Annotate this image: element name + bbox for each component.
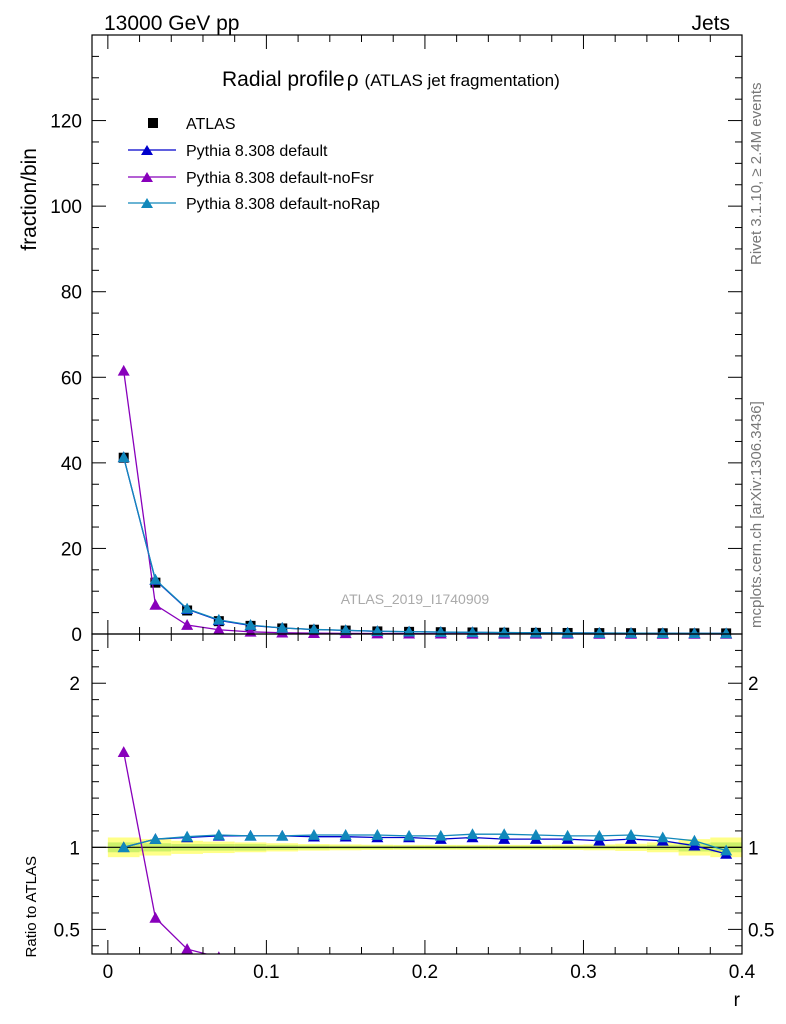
- mcplots-label: mcplots.cern.ch [arXiv:1306.3436]: [748, 401, 765, 628]
- x-tick-label: 0.3: [570, 962, 596, 983]
- data-point: [149, 598, 162, 610]
- data-point: [212, 829, 225, 840]
- data-point: [117, 451, 130, 463]
- data-point: [434, 829, 447, 841]
- data-point: [244, 619, 257, 630]
- data-point: [371, 829, 384, 840]
- y-tick-label: 80: [61, 283, 82, 304]
- axes-layer: 0 0.1 0.2 0.3 0.4 0 20 40 60 80 100 120 0.5 0.5 1 1 2 2: [50, 34, 774, 983]
- data-point: [371, 625, 384, 637]
- data-point: [149, 573, 162, 585]
- x-tick-label: 0.4: [729, 962, 756, 983]
- legend-label: Pythia 8.308 default: [186, 143, 328, 160]
- ratio-y-tick-label: 1: [69, 838, 80, 859]
- legend-marker-triangle: [141, 172, 153, 182]
- data-point: [498, 626, 511, 638]
- x-tick-label: 0.1: [253, 962, 279, 983]
- series-line: [123, 833, 727, 852]
- series-layer: [117, 364, 733, 954]
- ratio-panel-frame: [91, 633, 743, 955]
- data-point: [656, 627, 669, 639]
- data-point: [720, 844, 733, 856]
- data-point: [720, 627, 733, 639]
- y-tick-label: 40: [61, 454, 82, 475]
- data-point: [529, 829, 542, 840]
- legend-entry-atlas: ATLAS: [148, 116, 236, 133]
- legend-marker-triangle: [141, 145, 153, 155]
- y-tick-label: 100: [50, 197, 82, 218]
- main-series-3: [117, 451, 733, 639]
- legend-label: Pythia 8.308 default-noFsr: [186, 170, 374, 187]
- y-tick-label: 60: [61, 368, 82, 389]
- data-point: [625, 829, 638, 840]
- legend-entry-nofsr: Pythia 8.308 default-noFsr: [128, 170, 374, 187]
- data-point: [181, 943, 194, 954]
- legend-label: ATLAS: [186, 116, 236, 133]
- main-series-1: [117, 451, 733, 639]
- data-point: [181, 602, 194, 614]
- data-point: [181, 619, 194, 630]
- x-tick-label: 0: [103, 962, 114, 983]
- ratio-ylabel: Ratio to ATLAS: [23, 856, 40, 957]
- data-point: [561, 626, 574, 638]
- series-line: [123, 457, 727, 635]
- ratio-xlabel: r: [734, 990, 741, 1011]
- ratio-y-tick-label-right: 2: [748, 674, 759, 695]
- ratio-y-tick-label-right: 1: [748, 838, 759, 859]
- data-point: [307, 829, 320, 840]
- data-point: [212, 623, 225, 635]
- data-point: [212, 613, 225, 625]
- data-point: [403, 829, 416, 841]
- data-point: [688, 834, 701, 846]
- data-point: [276, 829, 289, 841]
- data-point: [498, 828, 511, 840]
- data-point: [656, 831, 669, 843]
- rivet-label: Rivet 3.1.10, ≥ 2.4M events: [748, 83, 765, 266]
- y-tick-label: 20: [61, 539, 82, 560]
- ratio-series-1: [117, 746, 221, 954]
- x-tick-label: 0.2: [412, 962, 438, 983]
- data-point: [339, 829, 352, 840]
- legend: ATLAS Pythia 8.308 default Pythia 8.308 …: [128, 116, 380, 213]
- y-tick-label: 0: [71, 625, 82, 646]
- category-label: Jets: [691, 12, 730, 35]
- data-point: [529, 626, 542, 638]
- data-point: [149, 833, 162, 844]
- legend-entry-norap: Pythia 8.308 default-noRap: [128, 196, 380, 213]
- main-series-0: [118, 452, 732, 639]
- legend-label: Pythia 8.308 default-noRap: [186, 196, 380, 213]
- y-tick-label: 120: [50, 112, 82, 133]
- legend-marker-square: [148, 118, 158, 128]
- energy-label: 13000 GeV pp: [104, 12, 239, 35]
- analysis-watermark: ATLAS_2019_I1740909: [341, 591, 490, 607]
- data-point: [217, 951, 221, 954]
- legend-marker-triangle: [141, 198, 153, 208]
- data-point: [466, 828, 479, 840]
- ratio-y-tick-label-right: 0.5: [748, 920, 774, 941]
- data-point: [625, 627, 638, 638]
- data-point: [117, 364, 130, 376]
- data-point: [339, 624, 352, 636]
- data-point: [181, 830, 194, 842]
- main-ylabel: fraction/bin: [18, 148, 41, 251]
- data-point: [276, 622, 289, 633]
- chart-title: Radial profileρ (ATLAS jet fragmentation): [222, 68, 560, 91]
- data-point: [561, 829, 574, 841]
- data-point: [593, 829, 606, 841]
- ratio-series-2: [117, 828, 733, 856]
- data-point: [688, 627, 701, 639]
- legend-entry-default: Pythia 8.308 default: [128, 143, 328, 160]
- ratio-y-tick-label: 2: [69, 674, 80, 695]
- data-point: [307, 623, 320, 635]
- data-point: [117, 841, 130, 853]
- data-point: [244, 829, 257, 841]
- ratio-y-tick-label: 0.5: [54, 920, 80, 941]
- data-point: [149, 911, 162, 923]
- data-point: [593, 627, 606, 638]
- data-point: [117, 746, 130, 757]
